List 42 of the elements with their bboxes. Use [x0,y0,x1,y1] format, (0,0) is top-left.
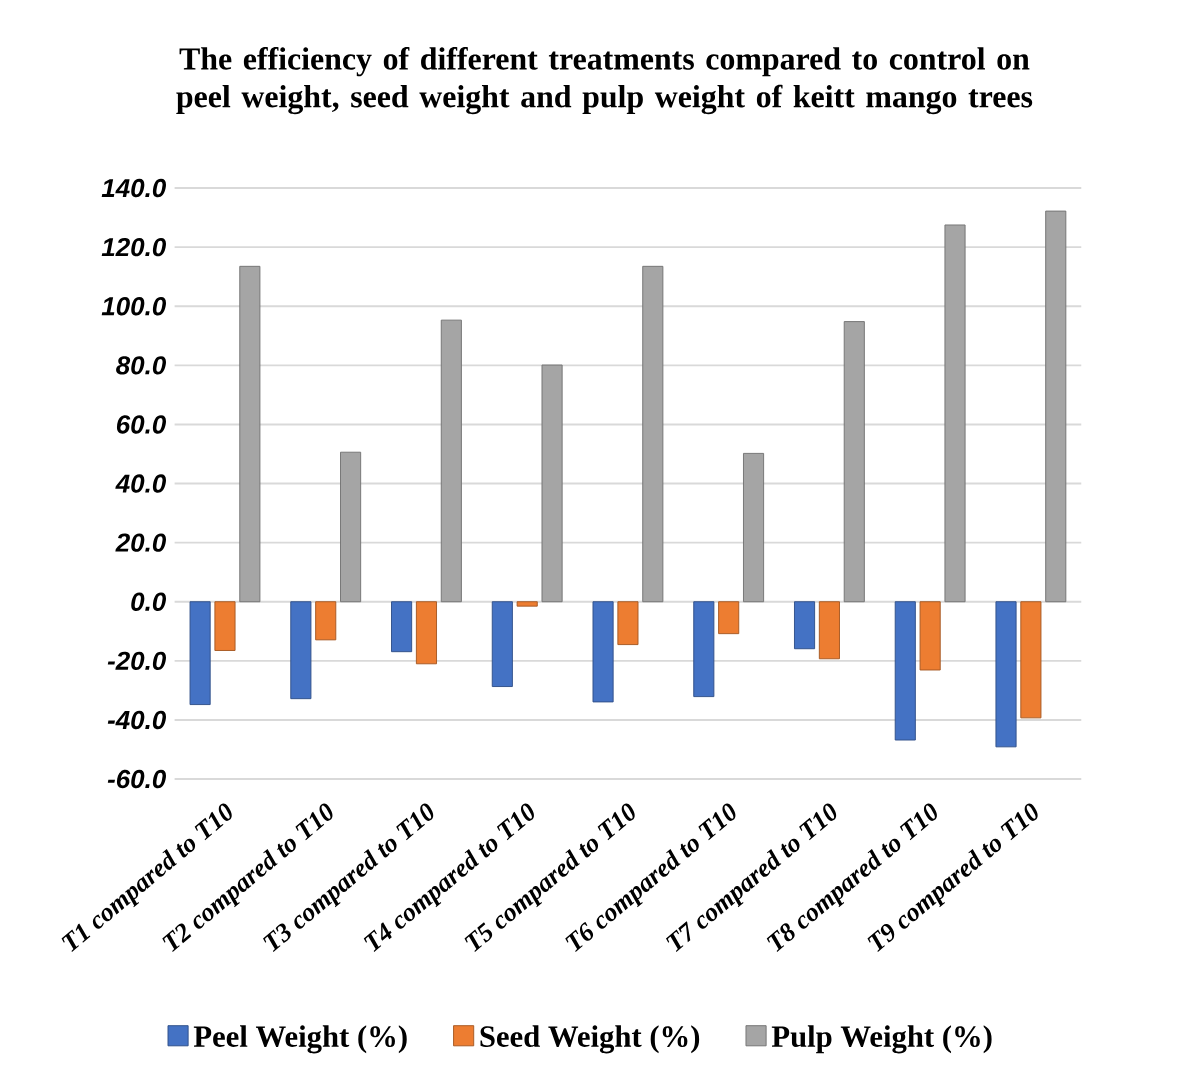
bar [818,601,840,660]
bar [919,601,941,671]
legend-label: Pulp Weight (%) [771,1025,992,1054]
bar [315,601,337,641]
bar [516,601,538,607]
y-tick-label: 0.0 [131,592,167,612]
bar [340,451,362,603]
bar [944,224,966,603]
bar [290,601,312,700]
bar [642,266,664,603]
bar [693,601,715,698]
chart-title: The efficiency of different treatments compared to control on peel weight, seed weight and pulp weight of keitt mango trees [176,47,1033,115]
bar [995,601,1017,748]
bar [391,601,413,653]
bar [794,601,816,650]
y-tick-label: 40.0 [115,474,167,493]
bar [743,453,765,603]
legend-label: Seed Weight (%) [480,1025,700,1054]
bar [239,266,261,603]
y-tick-label: 100.0 [101,297,166,316]
bar [617,601,639,646]
bar [894,601,916,741]
legend-label: Peel Weight (%) [193,1025,407,1054]
y-tick-label: 80.0 [116,356,167,375]
bar [214,601,236,652]
y-tick-label: -60.0 [107,770,167,789]
y-tick-label: -20.0 [107,651,167,671]
bar [1045,210,1067,603]
y-tick-label: 120.0 [101,238,166,257]
bar [440,319,462,603]
bar [1020,601,1042,719]
y-tick-label: 140.0 [101,179,166,198]
bar [491,601,513,688]
bar [541,364,563,603]
y-tick-label: -40.0 [107,711,167,730]
y-tick-label: 60.0 [116,415,167,434]
bar [843,321,865,603]
bar [592,601,614,703]
bar [189,601,211,706]
bar [415,601,437,665]
bar [718,601,740,635]
y-tick-label: 20.0 [115,533,167,553]
